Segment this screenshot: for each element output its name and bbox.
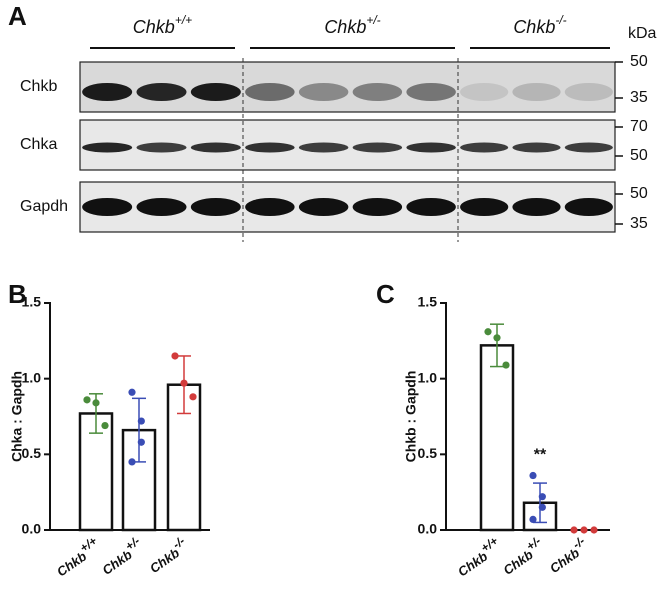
band (245, 83, 295, 101)
marker-label: 35 (630, 215, 648, 232)
genotype-label: Chkb+/+ (133, 13, 192, 37)
genotype-sup: +/- (524, 534, 544, 554)
unit-label: kDa (628, 25, 657, 42)
genotype-label: Chkb+/- (324, 13, 380, 37)
genotype-label: Chkb-/- (544, 534, 592, 577)
band (564, 198, 613, 216)
band (460, 198, 509, 216)
data-point (189, 393, 197, 401)
band (512, 142, 561, 153)
band (352, 198, 403, 216)
y-tick-label: 1.5 (22, 294, 42, 310)
y-tick-label: 0.5 (418, 445, 438, 461)
y-tick-label: 0.0 (418, 521, 438, 537)
error-bar (533, 482, 547, 524)
error-bar (490, 323, 504, 368)
band (136, 142, 187, 153)
data-point (529, 515, 537, 524)
row-label: Chka (20, 136, 57, 153)
data-point (570, 526, 578, 534)
band (298, 198, 349, 216)
row-label: Chkb (20, 78, 57, 95)
band (82, 142, 133, 153)
genotype-sup: +/- (123, 534, 143, 554)
band (512, 198, 561, 216)
marker-label: 50 (630, 147, 648, 164)
data-point (529, 471, 537, 480)
data-point (180, 379, 188, 387)
y-tick-label: 0.0 (22, 521, 42, 537)
band (298, 142, 349, 153)
band (406, 198, 456, 216)
band (564, 142, 613, 153)
data-point (502, 361, 510, 369)
band (352, 83, 403, 101)
data-point (128, 458, 136, 466)
data-point (493, 334, 501, 342)
panel-letter: C (376, 279, 395, 309)
data-point (137, 417, 145, 425)
genotype-label: Chkb+/+ (452, 534, 505, 580)
band (460, 142, 509, 153)
panel-letter: B (8, 279, 27, 309)
bar (479, 344, 515, 532)
band (298, 83, 349, 101)
band (460, 83, 509, 101)
data-point (538, 493, 546, 501)
marker-label: 35 (630, 89, 648, 106)
data-point (83, 396, 91, 404)
genotype-base: Chkb (133, 17, 175, 37)
genotype-sup: +/+ (175, 13, 192, 27)
data-point (137, 438, 145, 446)
genotype-base: Chkb (324, 17, 366, 37)
y-tick-label: 0.5 (22, 445, 42, 461)
band (136, 83, 187, 101)
y-tick-label: 1.5 (418, 294, 438, 310)
genotype-base: Chkb (513, 17, 555, 37)
genotype-sup: -/- (555, 13, 566, 27)
band (190, 142, 241, 153)
y-axis-label: Chka : Gapdh (9, 371, 25, 462)
genotype-label: Chkb+/+ (51, 534, 104, 580)
data-point (538, 503, 546, 511)
data-point (128, 388, 136, 396)
data-point (590, 526, 598, 534)
band (190, 83, 241, 101)
band (190, 198, 241, 216)
significance: ** (534, 446, 547, 463)
band (82, 83, 133, 101)
band (82, 198, 133, 216)
band (406, 142, 456, 153)
band (406, 83, 456, 101)
panel-letter: A (8, 1, 27, 31)
genotype-label: Chkb-/- (144, 534, 192, 577)
marker-label: 50 (630, 53, 648, 70)
band (245, 142, 295, 153)
y-tick-label: 1.0 (418, 369, 438, 385)
data-point (92, 399, 100, 407)
band (352, 142, 403, 153)
genotype-label: Chkb-/- (513, 13, 566, 37)
marker-label: 50 (630, 185, 648, 202)
data-point (580, 526, 588, 534)
band (136, 198, 187, 216)
band (512, 83, 561, 101)
genotype-label: Chkb+/- (497, 534, 548, 578)
marker-label: 70 (630, 118, 648, 135)
band (245, 198, 295, 216)
data-point (101, 421, 109, 430)
y-tick-label: 1.0 (22, 369, 42, 385)
data-point (171, 352, 179, 360)
y-axis-label: Chkb : Gapdh (403, 371, 419, 463)
data-point (484, 328, 492, 336)
row-label: Gapdh (20, 198, 68, 215)
genotype-sup: +/- (366, 13, 380, 27)
band (564, 83, 613, 101)
genotype-label: Chkb+/- (96, 534, 147, 578)
